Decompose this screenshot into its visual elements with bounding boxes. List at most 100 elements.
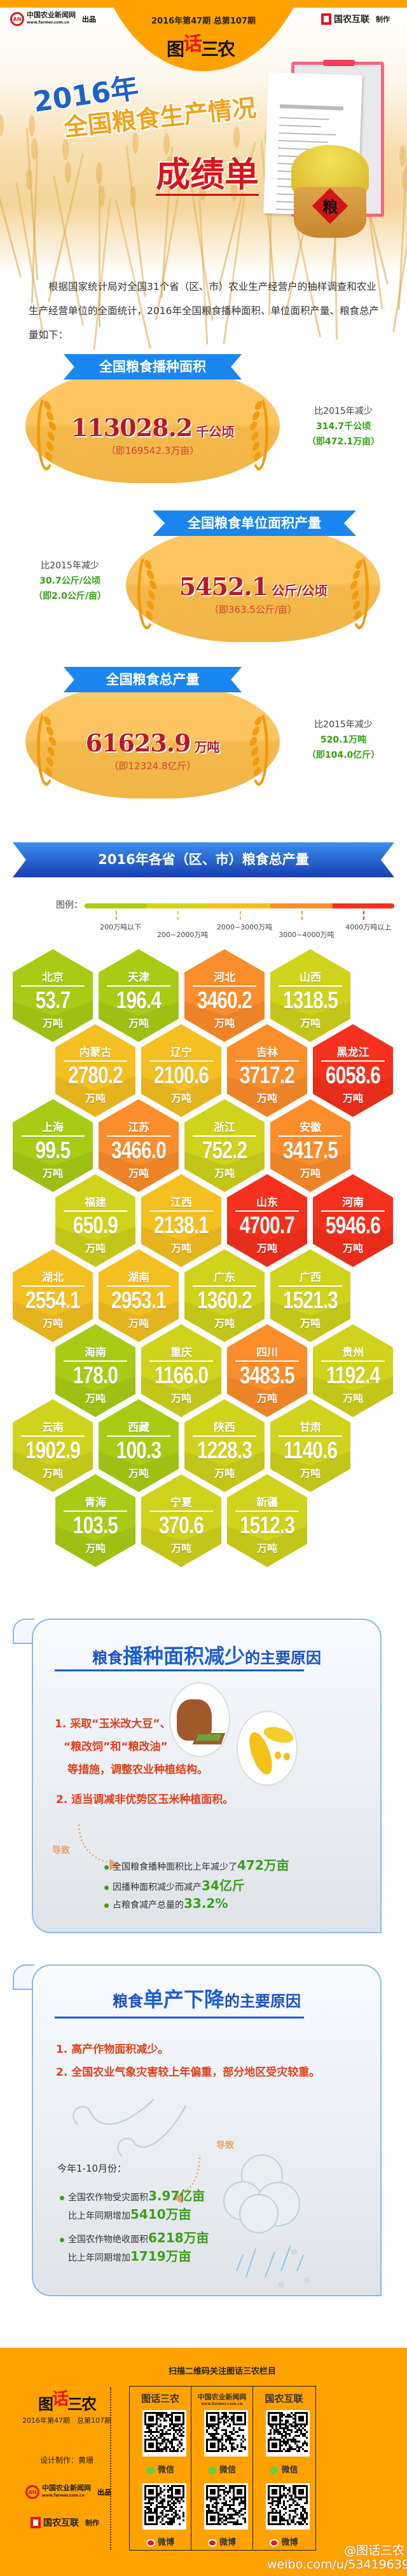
stat-comparison: 比2015年减少 520.1万吨 （即104.0亿斤） xyxy=(299,717,388,763)
compare-value: 314.7千公顷 xyxy=(315,421,371,432)
province-value: 650.9 xyxy=(72,1212,118,1239)
weibo-icon xyxy=(270,2538,279,2547)
stat-converted: （即169542.3万亩） xyxy=(106,445,200,456)
province-hex: 新疆 1512.3 万吨 xyxy=(227,1474,307,1567)
qr-code[interactable] xyxy=(204,2410,248,2456)
province-unit: 万吨 xyxy=(170,1542,191,1554)
province-hex: 河北 3460.2 万吨 xyxy=(184,949,265,1042)
an-logo-icon: AN xyxy=(25,2485,39,2499)
divider xyxy=(193,1135,256,1137)
compare-value: 520.1万吨 xyxy=(320,735,367,745)
legend-item-label: 2000~3000万吨 xyxy=(216,923,273,931)
soybean-illustration xyxy=(237,1711,298,1786)
wechat-link[interactable]: 微信 xyxy=(191,2463,252,2475)
province-name: 河南 xyxy=(342,1196,364,1209)
grain-sack-illustration: 粮 xyxy=(291,145,369,242)
province-hex: 辽宁 2100.6 万吨 xyxy=(141,1024,221,1117)
divider xyxy=(235,1060,299,1062)
province-name: 天津 xyxy=(128,971,149,984)
scan-title: 扫描二维码关注图话三农栏目 xyxy=(168,2367,276,2376)
weibo-link[interactable]: 微博 xyxy=(191,2535,252,2547)
qr-code[interactable] xyxy=(204,2483,248,2530)
compare-label: 比2015年减少 xyxy=(314,406,373,416)
legend-item-label: 3000~4000万吨 xyxy=(279,931,335,939)
province-unit: 万吨 xyxy=(42,1017,63,1029)
result-label: 导致 xyxy=(52,1846,70,1856)
stat-unit: 公斤/公顷 xyxy=(272,583,328,598)
province-unit: 万吨 xyxy=(42,1167,63,1179)
publisher-suffix: 出品 xyxy=(82,15,96,24)
wechat-link[interactable]: 微信 xyxy=(253,2463,315,2475)
province-hex: 四川 3483.5 万吨 xyxy=(227,1324,307,1417)
qr-code[interactable] xyxy=(266,2483,310,2530)
divider xyxy=(21,1435,85,1437)
reason-area-panel: 粮食播种面积减少的主要原因 1. 采取“玉米改大豆”、 “粮改饲”和“粮改油” … xyxy=(32,1619,382,1933)
divider xyxy=(64,1511,127,1512)
province-value: 1140.6 xyxy=(283,1437,338,1464)
stat-value: 5452.1 公斤/公顷 xyxy=(126,572,380,601)
wechat-link[interactable]: 微信 xyxy=(130,2463,191,2475)
qr-code[interactable] xyxy=(142,2483,186,2530)
province-unit: 万吨 xyxy=(170,1242,191,1254)
province-hex: 河南 5946.6 万吨 xyxy=(313,1174,393,1267)
divider xyxy=(279,1435,342,1437)
province-value: 1521.3 xyxy=(283,1287,338,1314)
divider xyxy=(235,1511,299,1512)
gnhl-logo-icon xyxy=(321,13,331,25)
province-value: 3483.5 xyxy=(240,1362,295,1389)
qr-column: 图话三农 微信 微博 xyxy=(130,2387,191,2551)
weather-illustration xyxy=(72,2099,310,2288)
divider xyxy=(64,1210,127,1212)
province-hex: 海南 178.0 万吨 xyxy=(55,1324,135,1417)
province-unit: 万吨 xyxy=(256,1242,277,1254)
compare-value: 30.7公斤/公顷 xyxy=(39,576,100,586)
province-value: 1166.0 xyxy=(154,1362,209,1389)
province-unit: 万吨 xyxy=(214,1467,235,1479)
reason-area-title: 粮食播种面积减少的主要原因 xyxy=(92,1644,321,1668)
period-label: 今年1-10月份： xyxy=(57,2163,127,2174)
province-hex: 内蒙古 2780.2 万吨 xyxy=(55,1024,135,1117)
province-name: 安徽 xyxy=(300,1121,321,1134)
qr-column: 中国农业新闻网 www.farmer.com.cn 微信 微博 xyxy=(191,2387,253,2551)
divider xyxy=(21,1135,85,1137)
province-hex: 湖北 2554.1 万吨 xyxy=(13,1249,93,1342)
clipboard-clip xyxy=(323,60,355,66)
province-value: 1192.4 xyxy=(326,1362,380,1389)
province-value: 1228.3 xyxy=(197,1437,252,1464)
province-unit: 万吨 xyxy=(256,1542,277,1554)
scroll-curl xyxy=(13,1964,34,1990)
divider xyxy=(235,1210,299,1212)
weibo-icon xyxy=(207,2538,217,2547)
qr-code[interactable] xyxy=(142,2410,186,2456)
laurel-icon xyxy=(350,553,369,629)
reason-yield-title: 粮食单产下降的主要原因 xyxy=(112,1987,301,2011)
province-unit: 万吨 xyxy=(128,1317,149,1329)
divider xyxy=(193,1435,256,1437)
province-unit: 万吨 xyxy=(170,1392,191,1404)
legend-swatch xyxy=(270,903,333,908)
stat-value: 113028.2 千公顷 xyxy=(25,413,280,442)
compare-converted: （即472.1万亩） xyxy=(307,437,380,447)
province-unit: 万吨 xyxy=(42,1467,63,1479)
legend-tick xyxy=(115,911,117,920)
dotted-arrow-icon xyxy=(78,1824,121,1870)
province-hex: 上海 99.5 万吨 xyxy=(13,1099,93,1192)
province-hex: 甘肃 1140.6 万吨 xyxy=(270,1399,350,1492)
weibo-link[interactable]: 微博 xyxy=(253,2535,315,2547)
compare-label: 比2015年减少 xyxy=(314,720,373,730)
stat-title-ribbon: 全国粮食总产量 xyxy=(64,667,242,692)
weibo-link[interactable]: 微博 xyxy=(130,2535,191,2547)
reason-item-1: 1. 采取“玉米改大豆”、 “粮改饲”和“粮改油” 等措施，调整农业种植结构。 xyxy=(55,1718,208,1776)
compare-label: 比2015年减少 xyxy=(41,561,99,571)
province-unit: 万吨 xyxy=(214,1017,235,1029)
province-unit: 万吨 xyxy=(342,1092,363,1104)
divider xyxy=(279,985,342,987)
result-label: 导致 xyxy=(216,2141,234,2151)
qr-code[interactable] xyxy=(266,2410,310,2456)
stat-converted: （即12324.8亿斤） xyxy=(109,760,197,772)
divider xyxy=(107,1285,170,1287)
publisher-url: www.farmer.com.cn xyxy=(27,20,69,25)
province-name: 广西 xyxy=(300,1271,321,1284)
province-value: 6058.6 xyxy=(326,1062,381,1089)
province-name: 湖北 xyxy=(42,1271,64,1284)
